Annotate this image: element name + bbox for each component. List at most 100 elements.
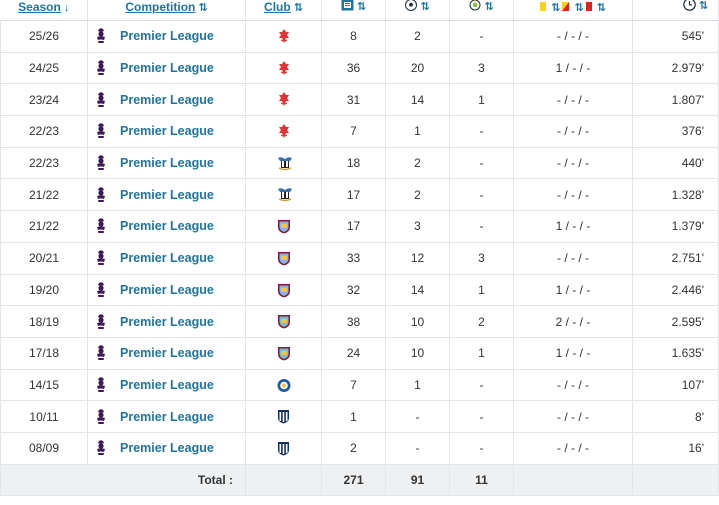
premier-league-logo-icon[interactable] [94,218,108,234]
premier-league-logo-icon[interactable] [94,91,108,108]
sort-icon[interactable]: ⇅ [293,2,303,14]
table-row: 22/23 Premier League 18 2 - - / - / - 4 [0,147,719,180]
yellow-card-icon [540,0,547,14]
cards-header[interactable]: ⇅ ⇅ ⇅ [513,0,633,21]
competition-link[interactable]: Premier League [120,409,214,424]
nottingham-forest-crest-icon[interactable] [277,29,291,44]
burnley-crest-icon[interactable] [277,251,291,266]
appearances-cell: 32 [321,274,386,307]
club-cell [245,432,322,465]
competition-header[interactable]: Competition ⇅ [87,0,246,21]
sort-icon[interactable]: ⇅ [596,1,606,14]
leicester-crest-icon[interactable] [277,378,291,393]
minutes-cell: 16' [632,432,719,465]
club-header[interactable]: Club ⇅ [245,0,322,21]
burnley-crest-icon[interactable] [277,283,291,298]
goals-cell: 3 [385,210,450,243]
competition-link[interactable]: Premier League [120,251,214,266]
burnley-crest-icon[interactable] [277,346,291,361]
assists-cell: - [449,400,514,433]
premier-league-logo-icon[interactable] [94,123,108,139]
appearances-cell: 17 [321,210,386,243]
premier-league-logo-icon[interactable] [94,440,108,456]
total-label: Total : [0,464,246,496]
premier-league-logo-icon[interactable] [94,155,108,171]
minutes-cell: 2.979' [632,52,719,85]
cards-cell: - / - / - [513,115,633,148]
goals-cell: - [385,432,450,465]
assists-header[interactable]: ⇅ [449,0,514,21]
competition-link[interactable]: Premier League [120,29,214,44]
football-icon [405,0,418,14]
competition-cell: Premier League [87,52,246,85]
assists-cell: 1 [449,274,514,307]
sort-icon[interactable]: ⇅ [484,0,494,13]
competition-link[interactable]: Premier League [120,346,214,361]
goals-cell: 1 [385,115,450,148]
goals-cell: - [385,400,450,433]
competition-link[interactable]: Premier League [120,219,214,234]
competition-link[interactable]: Premier League [120,92,214,107]
sort-icon[interactable]: ⇅ [420,0,430,13]
burnley-crest-icon[interactable] [277,314,291,329]
competition-link[interactable]: Premier League [120,377,214,392]
sort-icon[interactable]: ⇅ [698,0,709,13]
sort-icon[interactable]: ⇅ [574,1,584,14]
season-cell: 22/23 [0,115,88,148]
premier-league-logo-icon[interactable] [94,28,108,44]
nottingham-forest-crest-icon[interactable] [277,124,291,139]
premier-league-logo-icon[interactable] [94,345,108,361]
season-cell: 10/11 [0,400,88,433]
competition-link[interactable]: Premier League [120,124,214,139]
goals-cell: 2 [385,147,450,180]
appearances-icon [341,0,354,14]
competition-link[interactable]: Premier League [120,187,214,202]
premier-league-logo-icon[interactable] [94,313,108,330]
sort-icon[interactable]: ⇅ [198,2,208,14]
sort-icon[interactable]: ⇅ [356,0,367,13]
sort-icon[interactable]: ⇅ [551,1,561,14]
competition-link[interactable]: Premier League [120,61,214,76]
newcastle-crest-icon[interactable] [277,156,292,171]
competition-cell: Premier League [87,432,246,465]
competition-cell: Premier League [87,400,246,433]
west-brom-crest-icon[interactable] [277,409,291,424]
premier-league-logo-icon[interactable] [94,282,108,298]
club-cell [245,369,322,402]
appearances-cell: 7 [321,115,386,148]
table-row: 10/11 Premier League 1 - - - / - / - 8' [0,400,719,433]
premier-league-logo-icon[interactable] [94,60,108,76]
sort-desc-icon[interactable]: ↓ [63,2,70,14]
nottingham-forest-crest-icon[interactable] [277,60,291,76]
table-row: 24/25 Premier League 36 20 3 1 / - / - [0,52,719,85]
table-row: 23/24 Premier League 31 14 1 - / - / - [0,83,719,117]
competition-link[interactable]: Premier League [120,282,214,297]
nottingham-forest-crest-icon[interactable] [277,92,291,107]
goals-header[interactable]: ⇅ [385,0,450,21]
appearances-header[interactable]: ⇅ [321,0,386,21]
west-brom-crest-icon[interactable] [277,441,291,456]
competition-link[interactable]: Premier League [120,314,214,329]
clock-icon [683,0,696,14]
premier-league-logo-icon[interactable] [94,377,108,393]
cards-cell: 1 / - / - [513,274,633,307]
table-row: 21/22 Premier League 17 2 - - / - / - 1 [0,178,719,212]
club-cell [245,274,322,307]
premier-league-logo-icon[interactable] [94,187,108,203]
season-header[interactable]: Season ↓ [0,0,88,21]
burnley-crest-icon[interactable] [277,219,291,234]
appearances-cell: 24 [321,337,386,370]
premier-league-logo-icon[interactable] [94,408,108,425]
premier-league-logo-icon[interactable] [94,250,108,266]
competition-link[interactable]: Premier League [120,156,214,171]
newcastle-crest-icon[interactable] [277,187,292,202]
table-row: 21/22 Premier League 17 3 - 1 / - / - 1 [0,210,719,243]
goals-cell: 14 [385,83,450,117]
club-cell [245,210,322,243]
minutes-header[interactable]: ⇅ [632,0,719,21]
minutes-cell: 545' [632,20,719,53]
minutes-cell: 376' [632,115,719,148]
competition-link[interactable]: Premier League [120,441,214,456]
